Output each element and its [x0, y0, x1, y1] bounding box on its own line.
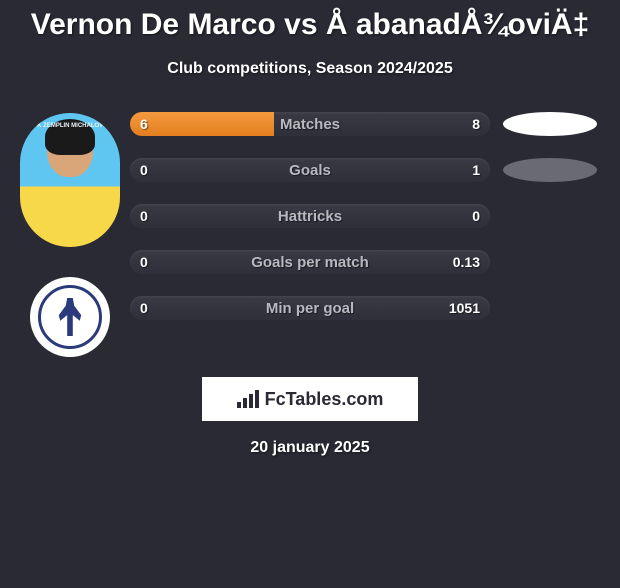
- stat-row: 0Goals1: [130, 158, 490, 182]
- stat-label: Goals per match: [130, 254, 490, 271]
- subtitle: Club competitions, Season 2024/2025: [10, 60, 610, 78]
- stat-value-right: 8: [472, 116, 480, 132]
- stat-value-left: 0: [140, 254, 148, 270]
- stat-row: 0Goals per match0.13: [130, 250, 490, 274]
- page-title: Vernon De Marco vs Å abanadÅ¾oviÄ‡: [10, 8, 610, 42]
- club-badge: [30, 277, 110, 357]
- photo-club-label: MFK ZEMPLIN MICHALOVCE: [20, 123, 120, 129]
- stat-value-right: 0.13: [453, 254, 480, 270]
- stat-value-left: 0: [140, 208, 148, 224]
- stat-value-left: 0: [140, 300, 148, 316]
- club-badge-inner: [38, 285, 102, 349]
- player-photo: MFK ZEMPLIN MICHALOVCE: [20, 113, 120, 247]
- stat-value-right: 1: [472, 162, 480, 178]
- stat-label: Min per goal: [130, 300, 490, 317]
- stat-label: Hattricks: [130, 208, 490, 225]
- player-placeholder-oval: [503, 112, 597, 136]
- chart-icon: [237, 390, 259, 408]
- player-placeholder-oval: [503, 158, 597, 182]
- logo-box: FcTables.com: [202, 377, 418, 421]
- stat-value-left: 0: [140, 162, 148, 178]
- stat-value-left: 6: [140, 116, 148, 132]
- right-column: [490, 108, 610, 357]
- main-area: MFK ZEMPLIN MICHALOVCE 6Matches80Goals10…: [10, 108, 610, 357]
- stat-value-right: 1051: [449, 300, 480, 316]
- stat-label: Goals: [130, 162, 490, 179]
- stats-column: 6Matches80Goals10Hattricks00Goals per ma…: [130, 108, 490, 357]
- club-badge-icon: [56, 298, 84, 336]
- stat-value-right: 0: [472, 208, 480, 224]
- stat-row: 6Matches8: [130, 112, 490, 136]
- stat-row: 0Min per goal1051: [130, 296, 490, 320]
- left-column: MFK ZEMPLIN MICHALOVCE: [10, 108, 130, 357]
- stat-fill-left: [130, 112, 274, 136]
- date: 20 january 2025: [250, 439, 369, 457]
- footer: FcTables.com 20 january 2025: [10, 377, 610, 457]
- stat-row: 0Hattricks0: [130, 204, 490, 228]
- logo-text: FcTables.com: [265, 389, 384, 410]
